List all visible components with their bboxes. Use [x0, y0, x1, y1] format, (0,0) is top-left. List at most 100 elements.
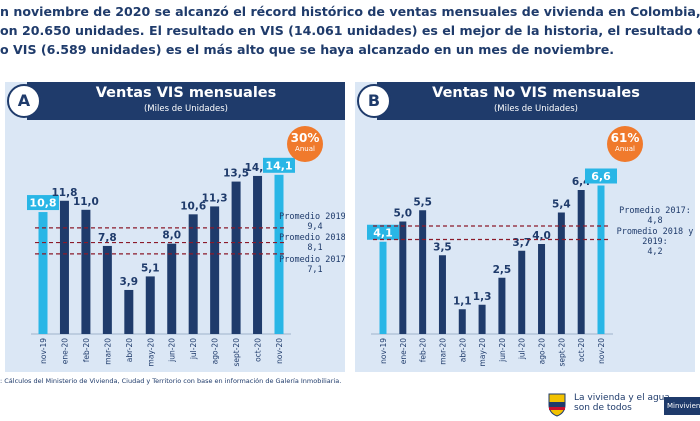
reference-line-label: Promedio 2017: — [279, 255, 345, 265]
growth-badge: 30% Anual — [287, 126, 323, 162]
reference-line-label: 8,1 — [307, 243, 322, 253]
data-label: 7,8 — [98, 232, 117, 244]
bar-may-20 — [145, 276, 155, 334]
chart-title: Ventas No VIS mensuales — [432, 85, 640, 101]
x-tick-label: nov-20 — [597, 338, 606, 364]
panel-letter-badge: B — [357, 84, 391, 118]
data-label: 6,6 — [591, 170, 611, 183]
footer-slogan: La vivienda y el agua son de todos — [574, 393, 670, 413]
bar-sept-20 — [557, 212, 565, 334]
data-label: 5,4 — [552, 199, 571, 211]
data-label: 11,3 — [202, 192, 228, 204]
data-label: 3,5 — [433, 241, 452, 253]
data-label-box — [585, 168, 617, 184]
bar-feb-20 — [419, 210, 427, 334]
x-tick-label: jun-20 — [168, 338, 177, 363]
bar-mar-20 — [102, 245, 112, 334]
data-label: 13,5 — [223, 168, 249, 180]
data-label: 4,0 — [532, 230, 551, 242]
data-label-box — [263, 157, 295, 173]
reference-line-label: 7,1 — [307, 265, 322, 275]
chart-title: Ventas VIS mensuales — [95, 85, 277, 101]
data-label: 10,6 — [180, 200, 206, 212]
data-label-box — [367, 224, 399, 240]
bar-ago-20 — [210, 206, 220, 334]
x-tick-label: ago-20 — [538, 338, 547, 365]
bar-nov-19 — [38, 212, 48, 334]
data-label-box — [27, 195, 59, 211]
data-label: 1,3 — [473, 291, 492, 303]
growth-badge: 61% Anual — [607, 126, 643, 162]
reference-line-label: Promedio 2018 y — [617, 227, 694, 237]
bar-oct-20 — [253, 175, 263, 334]
x-tick-label: oct-20 — [577, 338, 586, 362]
data-label: 2,5 — [493, 264, 512, 276]
x-tick-label: oct-20 — [254, 338, 263, 362]
x-tick-label: jun-20 — [498, 338, 507, 363]
intro-line-1: n noviembre de 2020 se alcanzó el récord… — [0, 4, 700, 19]
data-label: 5,0 — [394, 208, 413, 220]
data-label: 1,1 — [453, 295, 472, 307]
chart-panel-vis: Ventas VIS mensuales (Miles de Unidades)… — [5, 82, 345, 372]
growth-value: 30% — [290, 131, 320, 145]
x-tick-label: abr-20 — [125, 338, 134, 362]
growth-value: 61% — [610, 131, 640, 145]
bar-jun-20 — [167, 243, 177, 334]
bar-ene-20 — [399, 221, 407, 334]
x-tick-label: ago-20 — [211, 338, 220, 365]
ministry-logo: Minvivienda — [664, 397, 700, 415]
bar-nov-20 — [274, 174, 284, 334]
reference-line-label: 4,2 — [647, 247, 662, 257]
growth-label: Anual — [295, 145, 315, 153]
data-label: 4,1 — [373, 226, 393, 239]
footer-slogan-line-1: La vivienda y el agua — [574, 393, 670, 403]
chart-panel-no-vis: Ventas No VIS mensuales (Miles de Unidad… — [355, 82, 695, 372]
growth-label: Anual — [615, 145, 635, 153]
x-tick-label: nov-19 — [379, 338, 388, 364]
bar-sept-20 — [231, 181, 241, 334]
data-label: 11,0 — [73, 196, 99, 208]
data-label: 5,5 — [413, 196, 432, 208]
bar-jun-20 — [498, 277, 506, 334]
panel-header: Ventas No VIS mensuales (Miles de Unidad… — [377, 82, 695, 120]
data-label: 3,7 — [512, 237, 531, 249]
x-tick-label: ene-20 — [399, 338, 408, 364]
x-tick-label: jul-20 — [189, 338, 198, 360]
x-tick-label: nov-20 — [275, 338, 284, 364]
panel-header: Ventas VIS mensuales (Miles de Unidades) — [27, 82, 345, 120]
reference-line-label: 2019: — [642, 237, 668, 247]
x-tick-label: feb-20 — [419, 338, 428, 362]
x-tick-label: jul-20 — [518, 338, 527, 360]
bar-nov-20 — [597, 185, 605, 334]
chart-subtitle: (Miles de Unidades) — [143, 104, 228, 114]
bar-ene-20 — [59, 200, 69, 334]
x-tick-label: ene-20 — [60, 338, 69, 364]
bar-ago-20 — [538, 244, 546, 334]
x-tick-label: mar-20 — [103, 338, 112, 365]
intro-text: n noviembre de 2020 se alcanzó el récord… — [0, 2, 700, 59]
x-tick-label: mar-20 — [438, 338, 447, 365]
reference-line-label: 9,4 — [307, 222, 322, 232]
data-label: 14,1 — [265, 159, 292, 172]
coat-of-arms-logo — [545, 391, 569, 417]
bar-chart-no-vis: 4,1 nov-19 5,0 ene-20 5,5 feb-20 3,5 mar-20 1,1 a… — [367, 168, 694, 367]
bar-feb-20 — [81, 209, 91, 334]
data-label: 11,8 — [51, 187, 77, 199]
intro-line-2: on 20.650 unidades. El resultado en VIS … — [0, 23, 700, 38]
footer: La vivienda y el agua son de todos Minvi… — [0, 385, 700, 420]
x-tick-label: may-20 — [146, 338, 155, 367]
bar-mar-20 — [438, 255, 446, 334]
x-tick-label: sept-20 — [232, 338, 241, 367]
x-tick-label: sept-20 — [557, 338, 566, 367]
bar-oct-20 — [577, 190, 585, 334]
bar-nov-19 — [379, 241, 387, 334]
bar-abr-20 — [458, 309, 466, 334]
data-label: 10,8 — [29, 197, 56, 210]
x-tick-label: abr-20 — [458, 338, 467, 362]
source-note: : Cálculos del Ministerio de Vivienda, C… — [0, 377, 342, 385]
bar-abr-20 — [124, 289, 134, 334]
x-tick-label: feb-20 — [82, 338, 91, 362]
footer-slogan-line-2: son de todos — [574, 403, 632, 413]
panel-letter-badge: A — [7, 84, 41, 118]
x-tick-label: nov-19 — [39, 338, 48, 364]
